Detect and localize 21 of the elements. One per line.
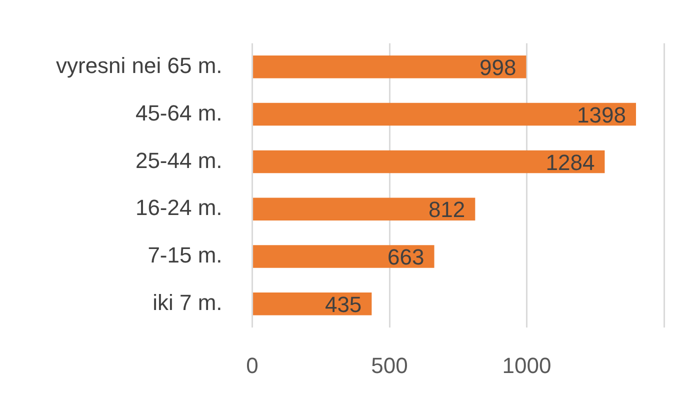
bar bbox=[253, 292, 372, 316]
bar bbox=[253, 150, 605, 174]
bar bbox=[253, 56, 526, 78]
data-label: 1284 bbox=[546, 150, 595, 175]
y-tick-label: 7-15 m. bbox=[148, 242, 222, 268]
data-label: 812 bbox=[428, 197, 466, 222]
bar bbox=[253, 102, 636, 126]
y-tick-label: 16-24 m. bbox=[135, 195, 222, 220]
y-tick-label: 25-44 m. bbox=[135, 148, 222, 173]
data-label: 435 bbox=[324, 292, 362, 317]
data-label: 1398 bbox=[577, 102, 626, 128]
x-tick-label: 500 bbox=[371, 352, 408, 378]
y-tick-label: vyresni nei 65 m. bbox=[56, 52, 222, 78]
x-tick-label: 0 bbox=[246, 352, 258, 378]
y-tick-label: iki 7 m. bbox=[152, 290, 222, 315]
x-tick-label: 1000 bbox=[502, 352, 552, 378]
data-label: 998 bbox=[479, 54, 516, 80]
y-tick-label: 45-64 m. bbox=[135, 100, 222, 126]
bar bbox=[253, 245, 434, 268]
data-label: 663 bbox=[388, 244, 424, 270]
bar bbox=[253, 198, 476, 220]
